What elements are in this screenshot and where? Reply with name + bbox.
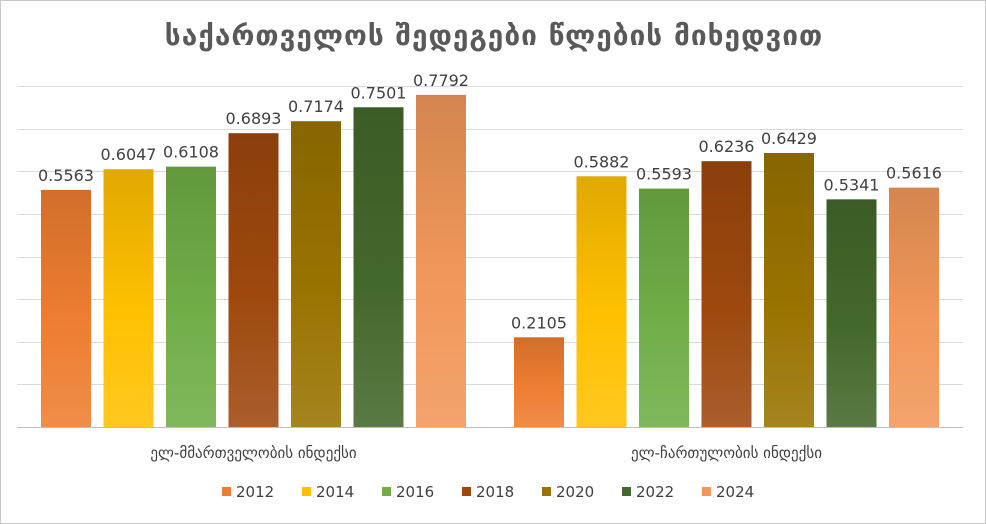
legend-swatch [702, 487, 711, 496]
legend-swatch [462, 487, 471, 496]
bar-2016-1 [166, 166, 216, 428]
bar-2014-1 [103, 169, 154, 427]
category-labels: ელ-მმართველობის ინდექსი ელ-ჩართულობის ინდ… [150, 444, 822, 462]
legend: 2012 2014 2016 2018 2020 2022 2024 [222, 483, 754, 501]
bar-2016-2 [639, 188, 689, 427]
bars [41, 94, 939, 428]
bar-2014-2 [576, 176, 627, 427]
bar-2024-1 [416, 94, 466, 427]
legend-swatch [222, 487, 231, 496]
category-label: ელ-მმართველობის ინდექსი [150, 444, 356, 462]
data-label: 0.6108 [163, 143, 219, 162]
legend-label: 2022 [636, 483, 674, 501]
data-label: 0.7501 [351, 83, 407, 102]
gridlines [17, 86, 963, 428]
bar-2012-2 [514, 337, 564, 427]
data-label: 0.2105 [511, 313, 567, 332]
bar-2018-1 [228, 133, 279, 427]
data-label: 0.5563 [38, 166, 94, 185]
legend-label: 2020 [556, 483, 594, 501]
data-label: 0.7792 [413, 71, 469, 90]
data-label: 0.6429 [761, 129, 817, 148]
data-label: 0.6893 [226, 109, 282, 128]
legend-label: 2016 [396, 483, 434, 501]
bar-2022-1 [353, 107, 404, 428]
bar-2020-1 [291, 121, 341, 427]
chart-title: საქართველოს შედეგები წლების მიხედვით [164, 19, 824, 52]
bar-2022-2 [826, 199, 877, 427]
data-label: 0.7174 [288, 97, 344, 116]
legend-label: 2024 [716, 483, 754, 501]
legend-swatch [622, 487, 631, 496]
legend-label: 2018 [476, 483, 514, 501]
legend-swatch [382, 487, 391, 496]
legend-swatch [542, 487, 551, 496]
data-label: 0.5616 [886, 164, 942, 183]
data-label: 0.6236 [699, 137, 755, 156]
category-label: ელ-ჩართულობის ინდექსი [631, 444, 822, 462]
bar-2020-2 [764, 152, 814, 428]
bar-2018-2 [701, 161, 752, 428]
data-label: 0.5593 [636, 165, 692, 184]
bar-2012-1 [41, 189, 91, 427]
data-label: 0.5882 [574, 152, 630, 171]
legend-swatch [302, 487, 311, 496]
data-label: 0.5341 [824, 175, 880, 194]
data-label: 0.6047 [101, 145, 157, 164]
bar-2024-2 [889, 187, 939, 427]
legend-label: 2014 [316, 483, 354, 501]
legend-label: 2012 [236, 483, 274, 501]
value-labels: 0.5563 0.6047 0.6108 0.6893 0.7174 0.7501 0.77… [38, 71, 942, 332]
